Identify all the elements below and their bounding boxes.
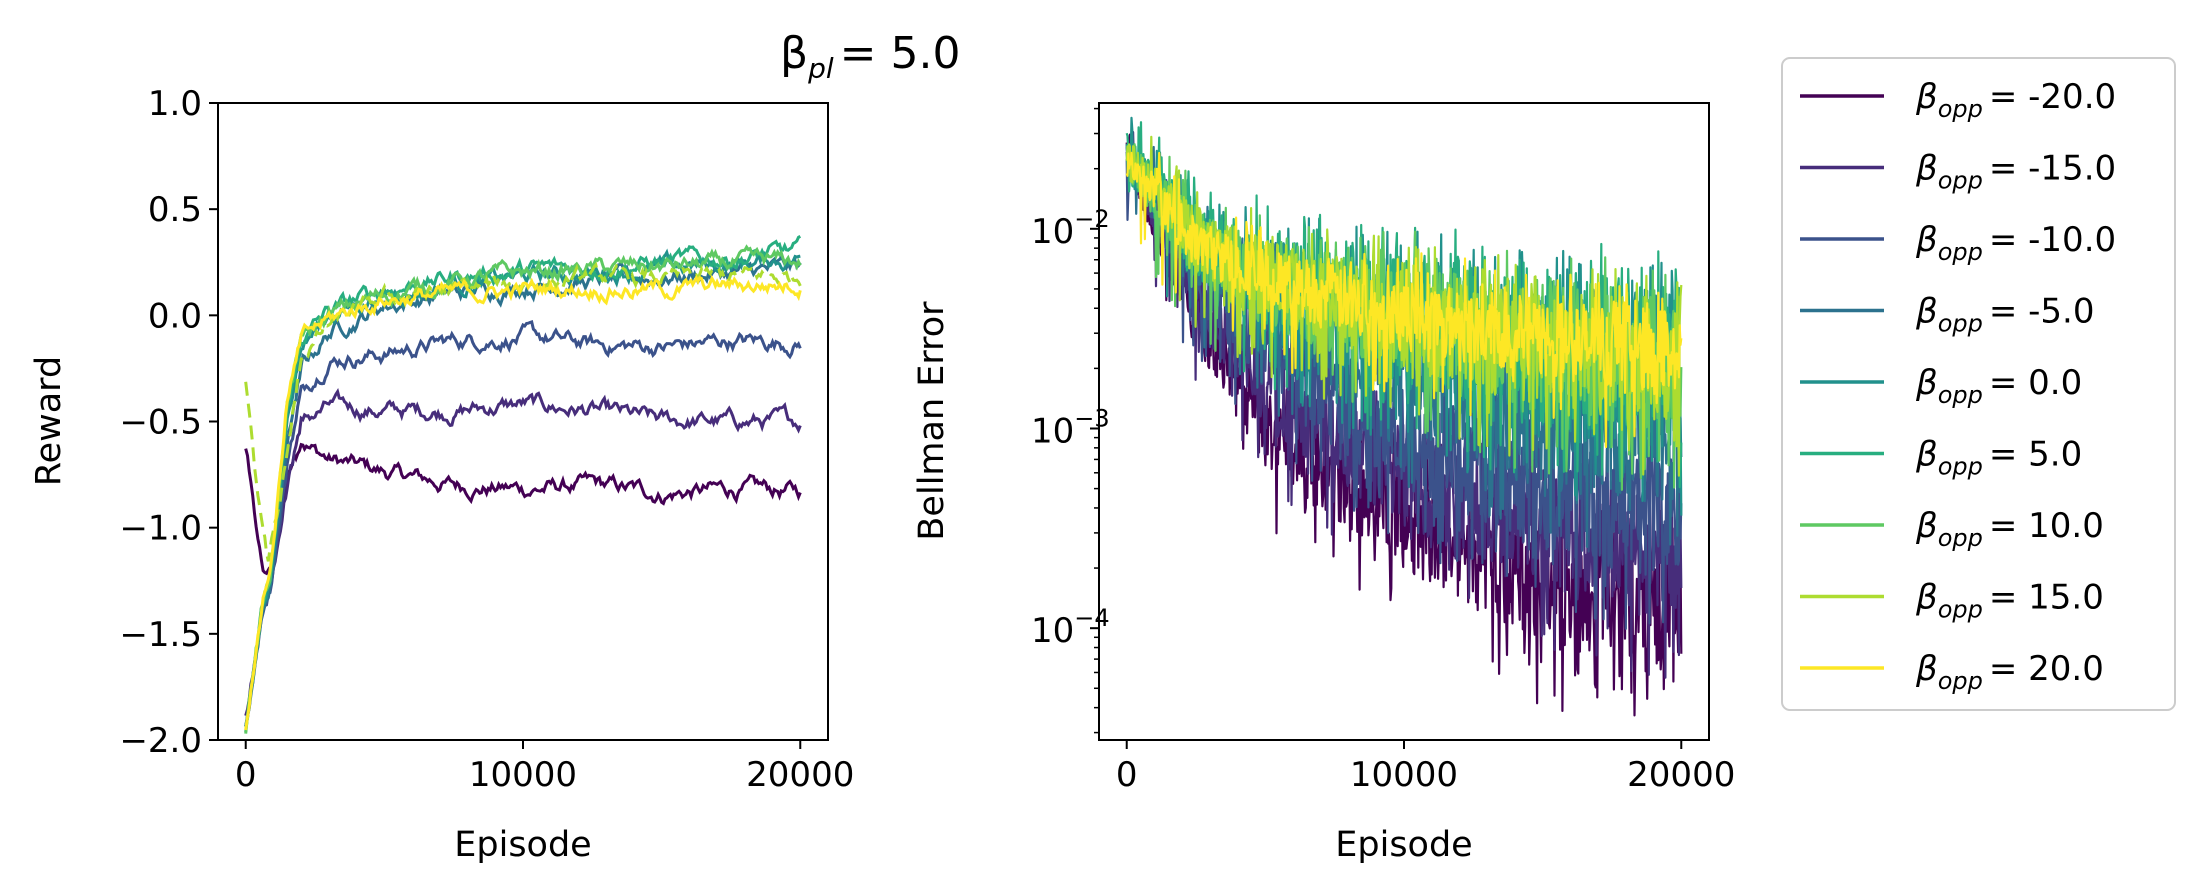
- reward-series--15.0: [244, 388, 802, 717]
- reward-ytick-label: −1.0: [119, 509, 202, 549]
- bellman-series-group: [1125, 116, 1683, 717]
- bellman-series-20.0: [1125, 151, 1683, 449]
- bellman-ytick-label: 10−3: [1031, 404, 1110, 451]
- reward-xtick-label: 0: [235, 755, 257, 795]
- reward-ytick-label: 0.0: [148, 296, 202, 336]
- bellman-ylabel: Bellman Error: [912, 301, 952, 541]
- legend-label: βopp = 0.0: [1915, 363, 2082, 409]
- reward-series--5.0: [244, 255, 802, 727]
- bellman-xlabel: Episode: [1335, 825, 1472, 865]
- reward-series-20.0: [244, 274, 802, 731]
- reward-series--20.0: [244, 442, 802, 579]
- reward-ytick-label: −2.0: [119, 721, 202, 761]
- legend-label: βopp = -15.0: [1915, 149, 2116, 195]
- bellman-xtick-label: 0: [1116, 755, 1138, 795]
- bellman-xtick-label: 20000: [1627, 755, 1735, 795]
- legend-label: βopp = 20.0: [1915, 649, 2104, 695]
- bellman-xtick-label: 10000: [1350, 755, 1458, 795]
- reward-axis-ticks: 0 10000 20000 1.0 0.5 0.0 −0.5 −1.0 −1.5 −2.0: [119, 84, 854, 795]
- bellman-plot: 0 10000 20000 10−2 10−3 10−4 Episode Bellman …: [912, 102, 1735, 865]
- reward-ytick-label: 0.5: [148, 190, 202, 230]
- reward-ytick-label: −1.5: [119, 615, 202, 655]
- reward-series-10.0: [244, 244, 802, 734]
- bellman-ytick-label: 10−4: [1031, 604, 1110, 651]
- reward-xtick-label: 10000: [469, 755, 577, 795]
- legend-frame: [1781, 57, 2176, 711]
- legend: βopp = -20.0 βopp = -15.0 βopp = -10.0 βopp = -…: [1781, 57, 2176, 711]
- reward-axes-frame: [217, 102, 829, 741]
- bellman-axis-ticks: 0 10000 20000 10−2 10−3 10−4: [1031, 107, 1735, 795]
- reward-ytick-label: −0.5: [119, 403, 202, 443]
- legend-label: βopp = -5.0: [1915, 292, 2095, 338]
- legend-label: βopp = 15.0: [1915, 578, 2104, 624]
- bellman-ytick-label: 10−2: [1031, 205, 1110, 252]
- reward-xlabel: Episode: [454, 825, 591, 865]
- legend-items: βopp = -20.0 βopp = -15.0 βopp = -10.0 βopp = -…: [1800, 77, 2116, 695]
- legend-label: βopp = 10.0: [1915, 506, 2104, 552]
- reward-ylabel: Reward: [29, 356, 69, 486]
- figure-title: βpl = 5.0: [780, 28, 960, 85]
- reward-ytick-label: 1.0: [148, 84, 202, 124]
- reward-series-group: [244, 234, 802, 734]
- legend-label: βopp = 5.0: [1915, 435, 2082, 481]
- reward-plot: 0 10000 20000 1.0 0.5 0.0 −0.5 −1.0 −1.5 −2.0 Epi…: [29, 84, 854, 865]
- reward-xtick-label: 20000: [746, 755, 854, 795]
- legend-label: βopp = -10.0: [1915, 220, 2116, 266]
- reward-series--10.0: [244, 319, 802, 727]
- legend-label: βopp = -20.0: [1915, 77, 2116, 123]
